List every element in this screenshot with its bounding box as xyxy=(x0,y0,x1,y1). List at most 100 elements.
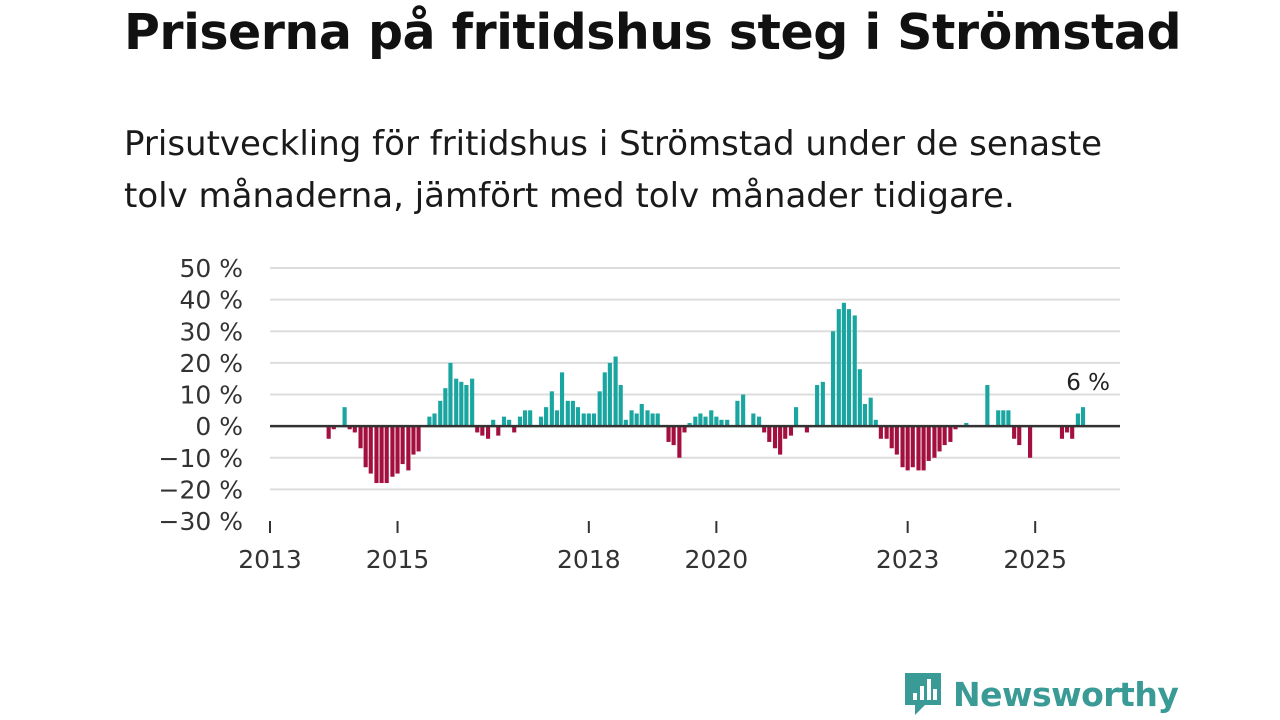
x-tick-label: 2013 xyxy=(238,545,302,574)
bar xyxy=(528,410,533,427)
bar xyxy=(985,385,990,427)
bar xyxy=(666,426,671,442)
chart-title: Priserna på fritidshus steg i Strömstad xyxy=(124,4,1182,61)
bar xyxy=(852,315,857,427)
newsworthy-logo-icon xyxy=(905,673,941,715)
bar xyxy=(411,426,416,455)
bar xyxy=(862,403,868,427)
y-tick-label: 40 % xyxy=(179,286,243,315)
bar xyxy=(905,426,910,471)
bar xyxy=(454,378,459,427)
bar xyxy=(719,419,724,427)
bar xyxy=(894,426,899,455)
bar xyxy=(948,426,953,442)
bar xyxy=(575,407,581,427)
bar xyxy=(735,400,740,427)
bar xyxy=(1012,426,1017,439)
bar xyxy=(639,403,644,427)
x-tick-label: 2025 xyxy=(1003,545,1067,574)
bar xyxy=(884,426,889,439)
bar-chart: 50 % 40 %30 % 20 % 10 %0 % −10 %−20 % −30 % 2… xyxy=(159,254,1120,574)
bar xyxy=(693,416,698,427)
axes xyxy=(269,424,1120,533)
bar xyxy=(762,426,767,433)
bar xyxy=(741,394,746,427)
bar xyxy=(395,426,400,474)
bar xyxy=(650,413,655,427)
bar xyxy=(778,426,783,455)
bar xyxy=(613,356,618,427)
bar xyxy=(581,413,586,427)
bar xyxy=(374,426,379,484)
y-tick-label: −20 % xyxy=(159,475,243,504)
bar xyxy=(926,426,931,461)
bar xyxy=(687,422,692,427)
y-tick-label: −30 % xyxy=(159,507,243,536)
bar xyxy=(1070,426,1075,439)
bar xyxy=(964,422,969,427)
bar xyxy=(607,362,612,427)
bar xyxy=(565,400,570,427)
bar xyxy=(671,426,676,446)
bar xyxy=(783,426,788,439)
bar xyxy=(682,426,687,433)
bars xyxy=(326,302,1086,484)
x-axis-labels: 2013 2015 2018 2020 2023 2025 xyxy=(238,545,1067,574)
y-tick-label: 50 % xyxy=(179,254,243,283)
bar xyxy=(448,362,453,427)
bar xyxy=(942,426,947,446)
bar xyxy=(507,419,512,427)
bar xyxy=(878,426,883,439)
bar xyxy=(868,397,873,427)
bar xyxy=(400,426,405,465)
bar xyxy=(538,416,544,427)
bar xyxy=(597,391,602,427)
bar xyxy=(804,426,809,433)
y-tick-label: 10 % xyxy=(179,381,243,410)
bar xyxy=(464,385,469,427)
bar xyxy=(1006,410,1011,427)
bar xyxy=(618,385,623,427)
bar xyxy=(916,426,921,471)
bar xyxy=(677,426,682,458)
bar xyxy=(623,419,628,427)
bar xyxy=(1059,426,1065,439)
value-annotation: 6 % xyxy=(1066,370,1110,396)
bar xyxy=(517,416,523,427)
bar xyxy=(501,416,507,427)
bar xyxy=(602,372,607,427)
bar xyxy=(857,369,862,427)
bar xyxy=(772,426,778,449)
bar xyxy=(709,410,714,427)
bar xyxy=(570,400,575,427)
bar xyxy=(379,426,384,484)
bar xyxy=(1080,407,1086,427)
bar xyxy=(996,410,1001,427)
y-tick-label: 0 % xyxy=(195,412,243,441)
bar xyxy=(480,426,485,436)
bar xyxy=(703,416,708,427)
bar xyxy=(347,426,352,430)
bar xyxy=(655,413,660,427)
bar xyxy=(363,426,368,468)
bar xyxy=(900,426,905,468)
bar xyxy=(512,426,517,433)
bar xyxy=(921,426,926,471)
x-tick-label: 2015 xyxy=(366,545,430,574)
bar xyxy=(443,388,448,427)
bar xyxy=(830,331,836,427)
bar xyxy=(910,426,915,468)
bar xyxy=(406,426,411,471)
bar xyxy=(1001,410,1006,427)
bar xyxy=(634,413,639,427)
bar xyxy=(586,413,591,427)
bar xyxy=(470,378,475,427)
bar xyxy=(815,385,820,427)
bar xyxy=(932,426,937,458)
bar xyxy=(368,426,373,474)
bar xyxy=(475,426,480,433)
bar xyxy=(427,416,432,427)
bar xyxy=(889,426,894,449)
bar xyxy=(820,381,825,427)
y-tick-label: −10 % xyxy=(159,444,243,473)
